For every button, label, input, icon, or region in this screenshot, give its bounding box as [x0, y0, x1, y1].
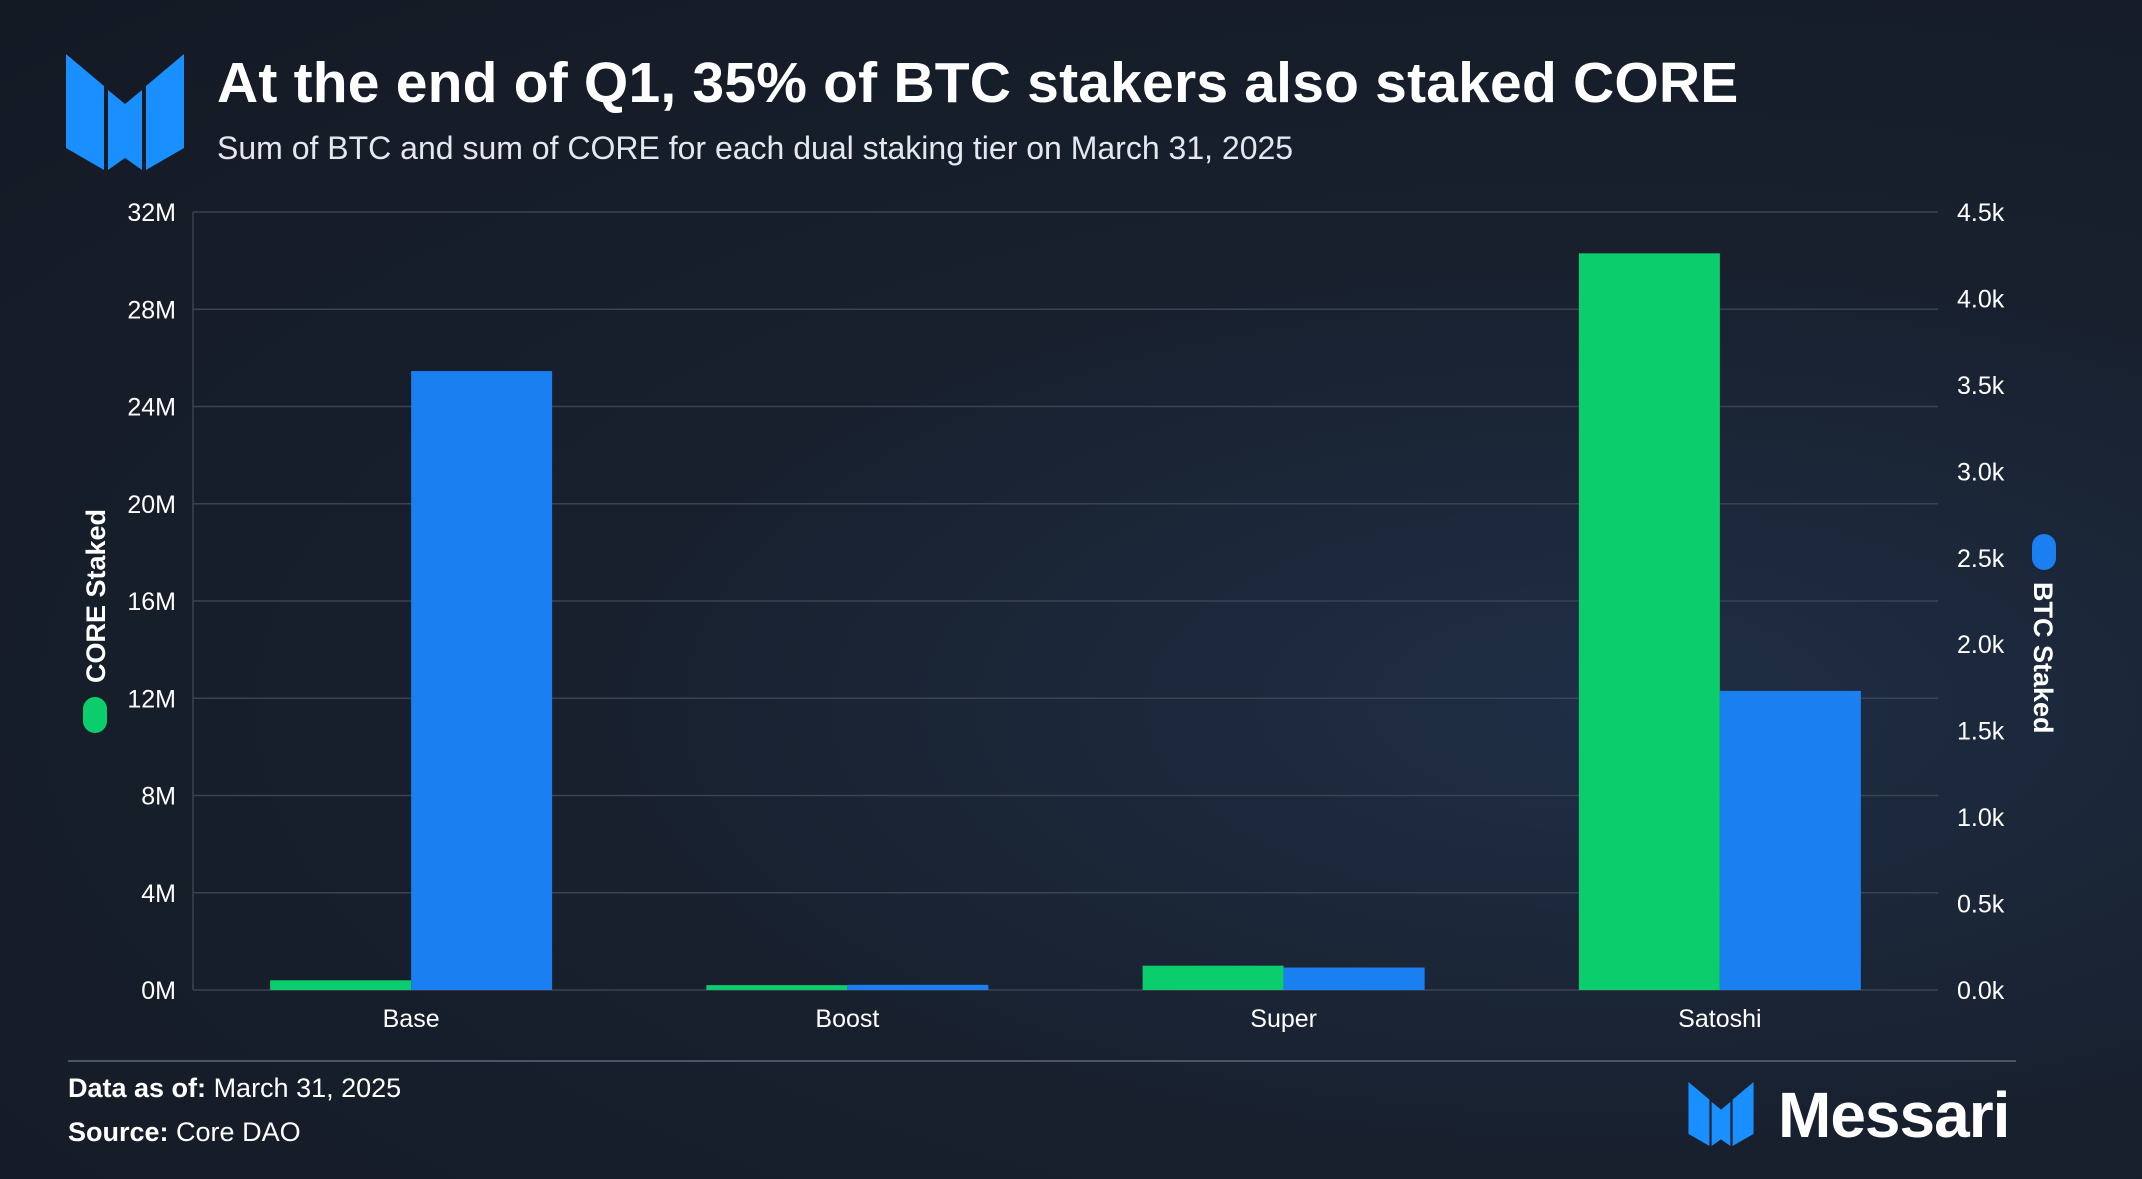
core-legend-swatch: [83, 697, 107, 733]
data-as-of: Data as of: March 31, 2025: [68, 1073, 401, 1104]
messari-logo-icon: [66, 54, 184, 170]
btc-bar: [1719, 690, 1861, 990]
x-tick-label: Satoshi: [1678, 1005, 1761, 1033]
x-tick-label: Base: [383, 1005, 440, 1033]
y-right-axis-title-group: BTC Staked: [2028, 534, 2058, 734]
core-bar: [270, 980, 412, 990]
btc-bar: [847, 984, 989, 990]
y-left-tick-label: 0M: [141, 977, 176, 1005]
x-tick-label: Boost: [815, 1005, 879, 1033]
y-left-tick-label: 16M: [127, 588, 176, 616]
y-right-tick-label: 3.0k: [1957, 458, 2005, 486]
source: Source: Core DAO: [68, 1117, 301, 1148]
core-bar: [1142, 965, 1284, 990]
y-right-tick-label: 0.0k: [1957, 977, 2005, 1005]
y-left-tick-label: 8M: [141, 783, 176, 811]
y-left-tick-label: 24M: [127, 394, 176, 422]
btc-bar: [1283, 967, 1425, 990]
footer-divider: [68, 1060, 2016, 1062]
y-right-tick-label: 4.5k: [1957, 199, 2005, 227]
y-right-tick-label: 1.0k: [1957, 804, 2005, 832]
x-tick-label: Super: [1250, 1005, 1317, 1033]
chart-title: At the end of Q1, 35% of BTC stakers als…: [217, 51, 1739, 115]
y-left-tick-label: 20M: [127, 491, 176, 519]
data-as-of-value: March 31, 2025: [213, 1073, 402, 1103]
y-right-tick-label: 0.5k: [1957, 891, 2005, 919]
y-left-tick-label: 12M: [127, 685, 176, 713]
y-left-tick-label: 32M: [127, 199, 176, 227]
core-bar: [706, 985, 848, 990]
source-label: Source:: [68, 1117, 169, 1147]
y-right-tick-label: 1.5k: [1957, 718, 2005, 746]
y-right-tick-label: 3.5k: [1957, 372, 2005, 400]
messari-brand-icon: [1688, 1082, 1754, 1146]
y-right-tick-label: 4.0k: [1957, 285, 2005, 313]
source-value: Core DAO: [176, 1117, 301, 1147]
y-left-axis-title: CORE Staked: [81, 509, 111, 683]
y-right-tick-label: 2.0k: [1957, 631, 2005, 659]
messari-brand: Messari: [1688, 1078, 2018, 1151]
brand-name: Messari: [1778, 1079, 2010, 1151]
y-left-tick-label: 28M: [127, 296, 176, 324]
y-right-tick-label: 2.5k: [1957, 545, 2005, 573]
y-right-axis-title: BTC Staked: [2028, 582, 2058, 734]
btc-legend-swatch: [2032, 534, 2056, 570]
chart-subtitle: Sum of BTC and sum of CORE for each dual…: [217, 130, 1294, 166]
y-left-tick-label: 4M: [141, 880, 176, 908]
btc-bar: [411, 371, 553, 991]
data-as-of-label: Data as of:: [68, 1073, 207, 1103]
y-left-axis-title-group: CORE Staked: [81, 509, 111, 733]
core-bar: [1578, 253, 1720, 991]
